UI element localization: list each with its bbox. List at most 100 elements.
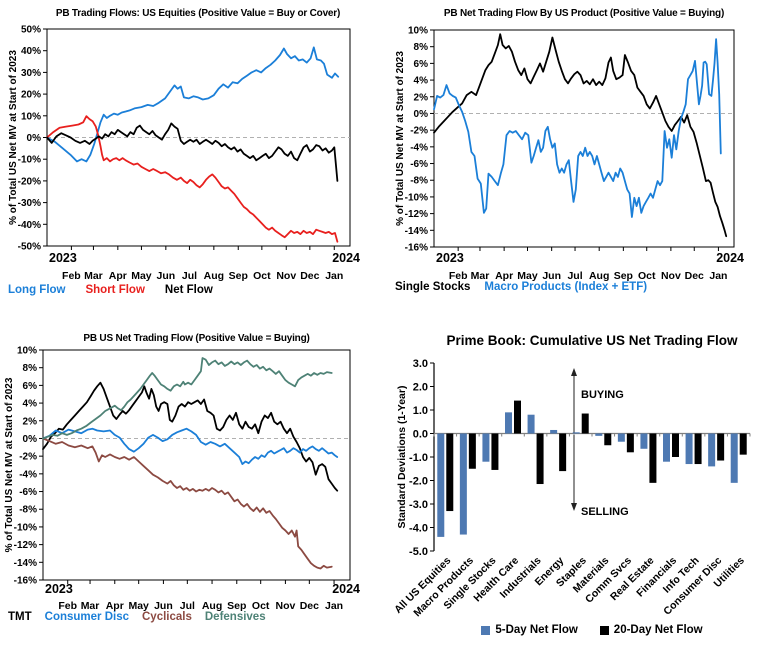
legend-label: 5-Day Net Flow xyxy=(495,624,578,636)
y-tick-label: -14% xyxy=(14,558,37,569)
series-line-cyclicals xyxy=(42,437,333,570)
legend-item-5-day-net-flow: 5-Day Net Flow xyxy=(481,624,578,636)
y-axis-label: % of Total US Net MV at Start of 2023 xyxy=(395,51,406,226)
legend-item-consumer-disc: Consumer Disc xyxy=(44,611,129,623)
y-tick-label: -5.0 xyxy=(409,546,428,558)
x-month-label: Oct xyxy=(253,270,271,282)
x-month-label: Jan xyxy=(325,600,343,612)
bar-5-day-net-flow-materials xyxy=(595,433,603,436)
x-month-label: Mar xyxy=(471,270,490,282)
legend-item-single-stocks: Single Stocks xyxy=(395,281,471,293)
y-tick-label: -4.0 xyxy=(409,523,428,535)
bar-20-day-net-flow-consumer-disc xyxy=(717,433,725,461)
y-tick-label: 3.0 xyxy=(413,358,428,370)
y-tick-label: -4% xyxy=(19,469,37,480)
x-month-label: Feb xyxy=(449,270,468,282)
y-tick-label: -1.0 xyxy=(409,452,428,464)
legend-item-net-flow: Net Flow xyxy=(164,284,213,296)
legend-swatch-20-day-net-flow xyxy=(599,625,609,635)
bar-5-day-net-flow-info-tech xyxy=(685,433,693,465)
x-year-end-label: 2024 xyxy=(332,251,360,265)
y-tick-label: -16% xyxy=(14,576,37,587)
flow-by-product-plot: -16% -14% -12% -10% -8% -6% -4% -2% 0% 2% 4% 6% 8% 10… xyxy=(395,26,744,283)
x-year-start-label: 2023 xyxy=(436,251,464,265)
bar-20-day-net-flow-materials xyxy=(604,433,612,446)
y-tick-label: -2% xyxy=(410,126,428,137)
x-month-label: Jan xyxy=(325,270,343,282)
legend-item-macro-products-index-etf: Macro Products (Index + ETF) xyxy=(484,281,648,293)
y-tick-label: 0% xyxy=(414,109,429,120)
bar-5-day-net-flow-comm-svcs xyxy=(617,433,625,442)
y-axis-label: % of Total US Net MV at Start of 2023 xyxy=(8,50,19,225)
x-month-label: Oct xyxy=(252,600,270,612)
y-tick-label: -6% xyxy=(410,159,428,170)
bar-5-day-net-flow-real-estate xyxy=(640,433,648,449)
x-month-label: Nov xyxy=(276,270,296,282)
bar-20-day-net-flow-energy xyxy=(559,433,567,472)
bar-5-day-net-flow-health-care xyxy=(505,412,512,434)
y-tick-label: 50% xyxy=(21,25,41,36)
y-tick-label: 10% xyxy=(408,26,428,37)
bar-5-day-net-flow-financials xyxy=(663,433,670,462)
bar-5-day-net-flow-single-stocks xyxy=(482,433,490,462)
y-tick-label: -16% xyxy=(405,243,428,254)
y-tick-label: -40% xyxy=(18,220,41,231)
y-tick-label: -8% xyxy=(410,176,428,187)
flow-by-sector-plot: -16% -14% -12% -10% -8% -6% -4% -2% 0% 2% 4% 6% 8% 10… xyxy=(4,346,360,613)
y-tick-label: -2% xyxy=(19,452,37,463)
x-year-start-label: 2023 xyxy=(49,251,77,265)
y-tick-label: 0.0 xyxy=(413,429,428,441)
legend-item-cyclicals: Cyclicals xyxy=(142,611,192,623)
x-month-label: Aug xyxy=(204,270,224,282)
x-month-label: May xyxy=(131,270,152,282)
y-tick-label: 30% xyxy=(21,68,41,79)
x-month-label: Dec xyxy=(685,270,704,282)
x-month-label: Sep xyxy=(229,270,248,282)
legend-label: 20-Day Net Flow xyxy=(613,624,703,636)
x-month-label: Dec xyxy=(300,270,319,282)
x-month-label: Jun xyxy=(157,270,176,282)
legend-item-defensives: Defensives xyxy=(204,611,266,623)
legend-item-20-day-net-flow: 20-Day Net Flow xyxy=(599,624,703,636)
bar-20-day-net-flow-real-estate xyxy=(649,433,657,483)
series-line-long-flow xyxy=(46,46,340,163)
y-tick-label: 6% xyxy=(414,59,429,70)
legend-prime-book: 5-Day Net Flow 20-Day Net Flow xyxy=(434,624,750,636)
y-tick-label: -10% xyxy=(18,155,41,166)
y-tick-label: -10% xyxy=(14,522,37,533)
y-tick-label: 2.0 xyxy=(413,382,428,394)
plot-frame xyxy=(42,349,351,581)
plot-frame xyxy=(433,29,735,248)
series-line-single-stocks xyxy=(433,33,728,238)
x-month-label: Apr xyxy=(495,270,513,282)
us-equities-flows-plot: -50% -40% -30% -20% -10% 0% 10% 20% 30% 40% 50% Feb… xyxy=(8,25,360,283)
y-tick-label: -30% xyxy=(18,198,41,209)
y-tick-label: 1.0 xyxy=(413,405,428,417)
legend-us-equities-flows: Long Flow Short Flow Net Flow xyxy=(8,284,213,296)
x-year-start-label: 2023 xyxy=(45,582,73,596)
bar-5-day-net-flow-consumer-disc xyxy=(708,433,716,467)
buying-arrowhead xyxy=(571,368,577,376)
series-line-tmt xyxy=(42,381,339,492)
y-tick-label: -3.0 xyxy=(409,499,428,511)
bar-5-day-net-flow-all-us-equities xyxy=(437,433,445,537)
chart-title-flow-by-sector: PB US Net Trading Flow (Positive Value =… xyxy=(83,333,310,344)
y-tick-label: -2.0 xyxy=(409,476,428,488)
y-tick-label: -50% xyxy=(18,242,41,253)
bar-5-day-net-flow-industrials xyxy=(527,414,535,434)
x-month-label: May xyxy=(128,600,149,612)
chart-title-flow-by-product: PB Net Trading Flow By US Product (Posit… xyxy=(443,8,725,19)
y-tick-label: 4% xyxy=(414,76,429,87)
selling-label: SELLING xyxy=(581,506,629,518)
y-tick-label: 2% xyxy=(414,92,429,103)
y-tick-label: -4% xyxy=(410,142,428,153)
x-month-label: Apr xyxy=(106,600,124,612)
x-month-label: Dec xyxy=(300,600,319,612)
y-tick-label: 10% xyxy=(17,346,37,357)
bar-5-day-net-flow-staples xyxy=(572,432,580,434)
y-tick-label: -12% xyxy=(14,540,37,551)
x-month-label: Jul xyxy=(180,600,195,612)
x-month-label: Apr xyxy=(109,270,127,282)
bar-20-day-net-flow-utilities xyxy=(739,433,747,455)
